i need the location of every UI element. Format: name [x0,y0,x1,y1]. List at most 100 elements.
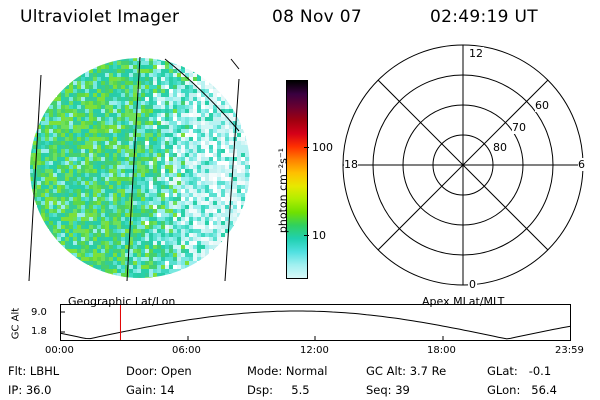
globe-pixel [133,237,137,241]
globe-pixel [169,225,173,229]
globe-pixel [53,109,57,113]
globe-pixel [177,93,181,97]
globe-pixel [61,241,65,245]
globe-pixel [209,89,213,93]
globe-pixel [185,241,189,245]
globe-pixel [109,197,113,201]
globe-pixel [49,101,53,105]
globe-pixel [181,81,185,85]
globe-pixel [105,177,109,181]
globe-pixel [77,81,81,85]
globe-pixel [141,181,145,185]
globe-pixel [45,129,49,133]
globe-pixel [125,261,129,265]
globe-pixel [157,189,161,193]
globe-pixel [169,69,173,73]
globe-pixel [41,177,45,181]
globe-pixel [205,197,209,201]
globe-pixel [209,201,213,205]
globe-pixel [30,141,33,145]
globe-pixel [173,213,177,217]
globe-pixel [193,249,197,253]
globe-pixel [57,105,61,109]
globe-pixel [33,145,37,149]
globe-pixel [97,185,101,189]
globe-pixel [153,161,157,165]
globe-pixel [49,177,53,181]
globe-pixel [141,145,145,149]
globe-pixel [121,221,125,225]
globe-pixel [249,153,250,157]
globe-pixel [241,201,245,205]
globe-pixel [153,109,157,113]
globe-pixel [101,85,105,89]
globe-pixel [145,265,149,269]
globe-pixel [169,213,173,217]
globe-pixel [145,201,149,205]
globe-pixel [73,97,77,101]
globe-pixel [173,245,177,249]
globe-pixel [81,137,85,141]
globe-pixel [109,241,113,245]
globe-pixel [149,181,153,185]
globe-pixel [209,185,213,189]
globe-pixel [33,189,37,193]
globe-pixel [145,129,149,133]
globe-pixel [89,233,93,237]
globe-pixel [93,105,97,109]
globe-pixel [137,173,141,177]
globe-pixel [221,189,225,193]
globe-pixel [133,181,137,185]
globe-pixel [89,221,93,225]
globe-pixel [157,65,161,69]
globe-pixel [85,125,89,129]
globe-pixel [161,249,165,253]
globe-pixel [185,193,189,197]
globe-pixel [97,241,101,245]
lat-line [164,58,240,132]
globe-pixel [93,69,97,73]
globe-pixel [157,97,161,101]
globe-pixel [213,245,217,249]
globe-pixel [169,261,173,265]
globe-pixel [65,97,69,101]
globe-pixel [45,225,49,229]
globe-pixel [37,141,41,145]
globe-pixel [117,145,121,149]
globe-pixel [157,73,161,77]
globe-pixel [53,121,57,125]
alt-xtick-1200: 12:00 [300,345,329,356]
globe-pixel [201,253,205,257]
globe-pixel [105,217,109,221]
globe-pixel [65,93,69,97]
globe-pixel [217,197,221,201]
globe-pixel [101,101,105,105]
mlt-label-6: 6 [578,158,585,171]
globe-pixel [201,257,205,261]
globe-pixel [133,185,137,189]
globe-pixel [145,273,149,277]
globe-pixel [193,261,197,265]
globe-pixel [89,153,93,157]
globe-pixel [161,221,165,225]
globe-pixel [85,93,89,97]
globe-pixel [113,145,117,149]
globe-pixel [197,261,201,265]
globe-pixel [109,201,113,205]
status-mode: Mode: Normal [247,364,328,378]
globe-pixel [53,237,57,241]
globe-pixel [73,177,77,181]
globe-pixel [189,73,193,77]
globe-pixel [157,81,161,85]
globe-pixel [145,117,149,121]
globe-pixel [233,189,237,193]
globe-pixel [153,249,157,253]
globe-pixel [165,269,169,273]
status-gain: Gain: 14 [126,383,175,397]
globe-pixel [125,141,129,145]
globe-pixel [61,105,65,109]
globe-pixel [57,209,61,213]
globe-pixel [201,137,205,141]
globe-pixel [137,121,141,125]
globe-pixel [30,161,33,165]
